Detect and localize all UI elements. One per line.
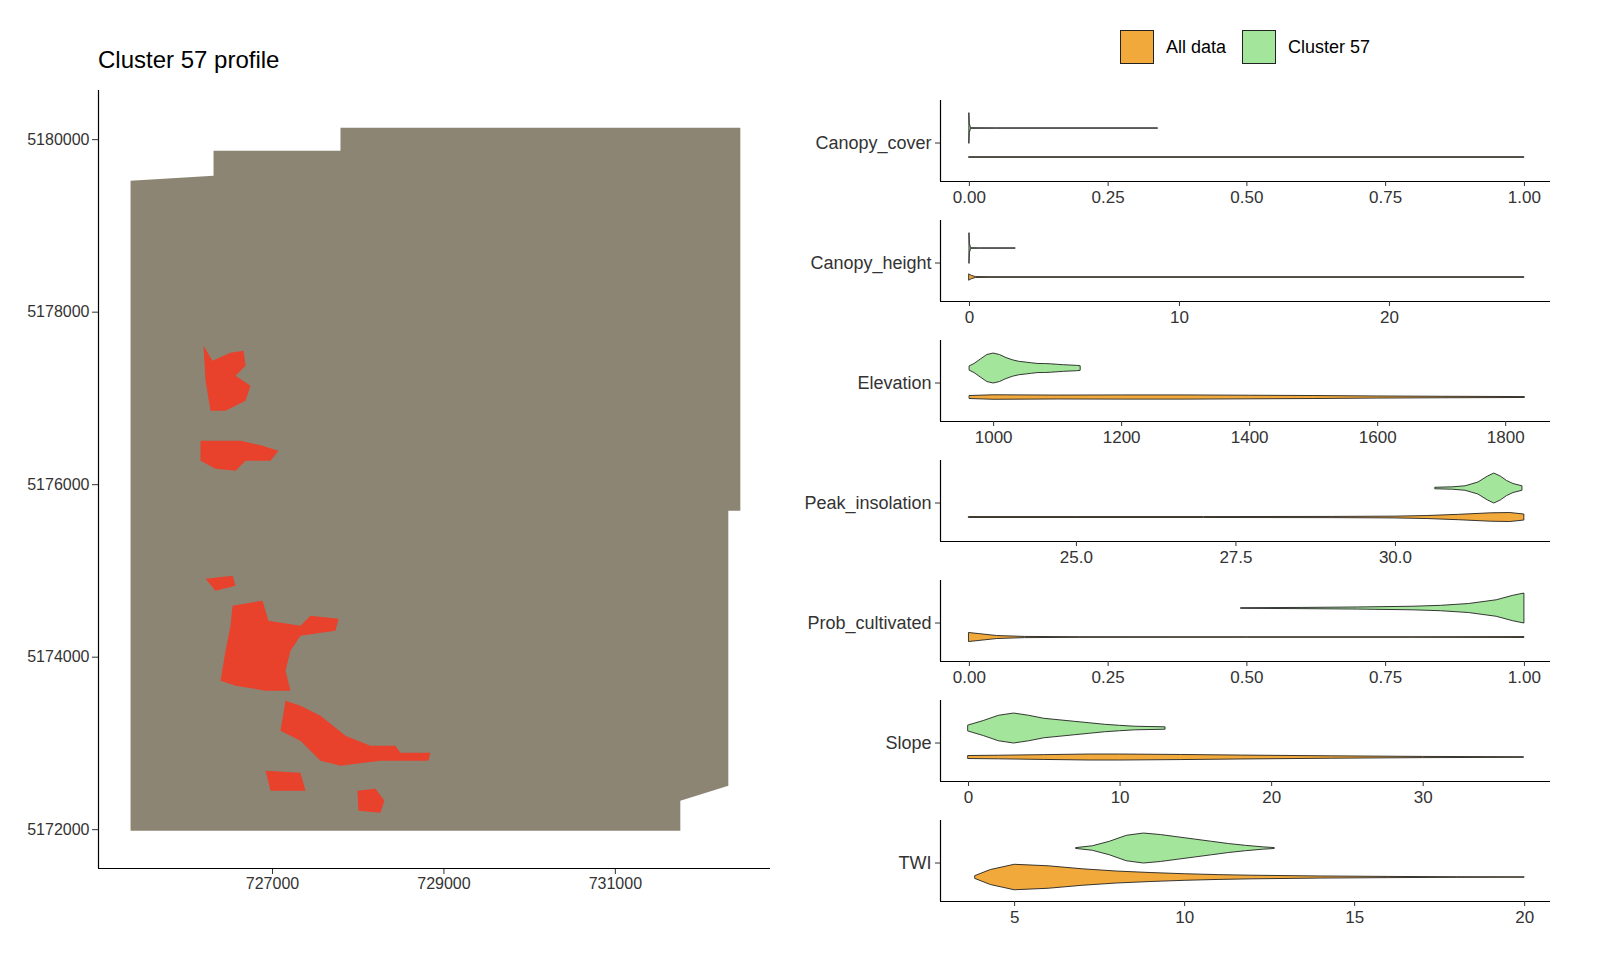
svg-text:1000: 1000: [975, 428, 1013, 447]
svg-text:Slope: Slope: [885, 733, 931, 753]
svg-text:Canopy_height: Canopy_height: [810, 253, 931, 274]
svg-text:5178000: 5178000: [27, 303, 89, 320]
svg-text:20: 20: [1262, 788, 1281, 807]
svg-text:10: 10: [1170, 308, 1189, 327]
svg-text:30: 30: [1414, 788, 1433, 807]
html-text:All data: All data: [1166, 36, 1226, 57]
svg-text:1.00: 1.00: [1508, 188, 1541, 207]
svg-text:0: 0: [964, 788, 973, 807]
svg-text:0.50: 0.50: [1230, 188, 1263, 207]
svg-text:10: 10: [1175, 908, 1194, 927]
svg-text:Elevation: Elevation: [857, 373, 931, 393]
svg-text:1200: 1200: [1103, 428, 1141, 447]
svg-text:20: 20: [1380, 308, 1399, 327]
svg-text:0: 0: [965, 308, 974, 327]
svg-text:729000: 729000: [417, 875, 470, 892]
svg-text:0.75: 0.75: [1369, 668, 1402, 687]
svg-text:1.00: 1.00: [1508, 668, 1541, 687]
svg-text:Peak_insolation: Peak_insolation: [804, 493, 931, 514]
svg-text:25.0: 25.0: [1060, 548, 1093, 567]
svg-text:Canopy_cover: Canopy_cover: [815, 133, 931, 154]
svg-text:5174000: 5174000: [27, 648, 89, 665]
svg-text:0.00: 0.00: [953, 668, 986, 687]
svg-text:0.25: 0.25: [1092, 668, 1125, 687]
svg-text:5172000: 5172000: [27, 821, 89, 838]
svg-text:TWI: TWI: [899, 853, 932, 873]
html-text:Cluster 57: Cluster 57: [1288, 36, 1371, 57]
svg-text:5: 5: [1010, 908, 1019, 927]
svg-text:0.50: 0.50: [1230, 668, 1263, 687]
html-text:Cluster 57 profile: Cluster 57 profile: [98, 46, 280, 73]
svg-text:10: 10: [1111, 788, 1130, 807]
svg-text:30.0: 30.0: [1379, 548, 1412, 567]
svg-text:20: 20: [1515, 908, 1534, 927]
svg-text:Prob_cultivated: Prob_cultivated: [807, 613, 931, 634]
svg-text:0.75: 0.75: [1369, 188, 1402, 207]
svg-text:1600: 1600: [1359, 428, 1397, 447]
svg-text:1800: 1800: [1487, 428, 1525, 447]
svg-text:27.5: 27.5: [1219, 548, 1252, 567]
svg-text:15: 15: [1345, 908, 1364, 927]
svg-text:0.25: 0.25: [1092, 188, 1125, 207]
svg-text:0.00: 0.00: [953, 188, 986, 207]
svg-text:1400: 1400: [1231, 428, 1269, 447]
svg-text:5180000: 5180000: [27, 131, 89, 148]
svg-text:731000: 731000: [589, 875, 642, 892]
svg-text:5176000: 5176000: [27, 476, 89, 493]
svg-text:727000: 727000: [246, 875, 299, 892]
